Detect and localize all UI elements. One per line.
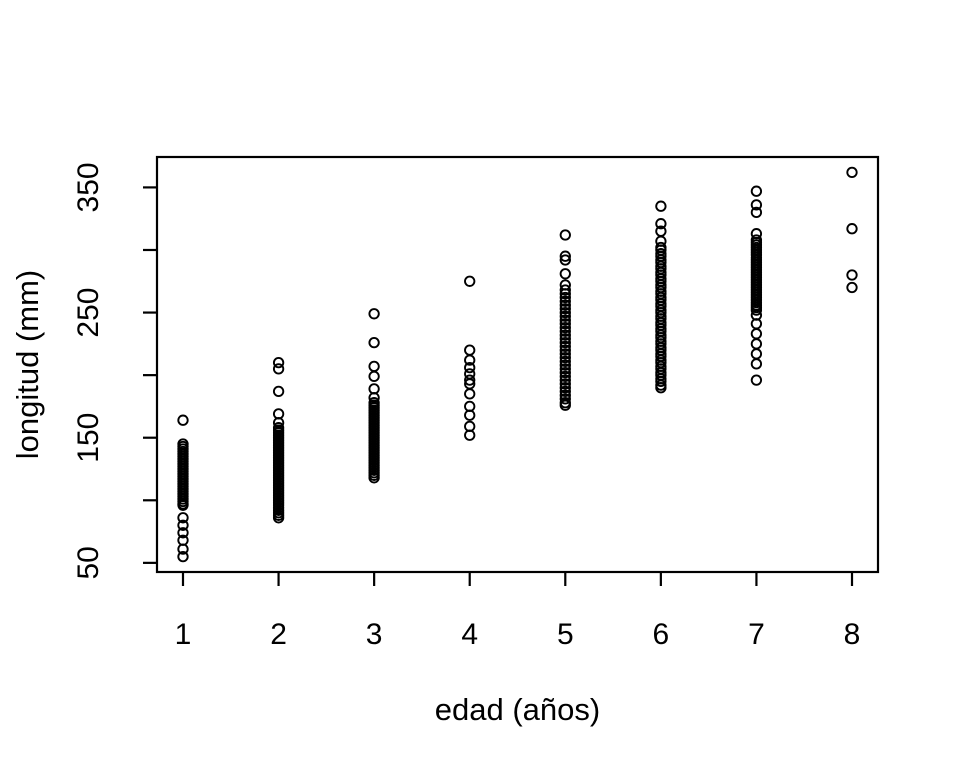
- data-point: [368, 308, 380, 320]
- data-point: [655, 382, 667, 394]
- data-point: [559, 385, 571, 398]
- x-axis-ticks: [181, 572, 854, 586]
- y-axis-tick-label: 250: [72, 288, 105, 338]
- data-point: [368, 360, 380, 373]
- data-point: [559, 344, 571, 356]
- data-point: [368, 472, 380, 484]
- data-point: [559, 351, 571, 364]
- data-point: [750, 348, 763, 360]
- data-point: [464, 409, 476, 421]
- data-point: [559, 229, 571, 241]
- data-point: [559, 378, 571, 390]
- data-point: [559, 355, 571, 368]
- data-point: [750, 374, 763, 386]
- y-axis-tick-label: 350: [72, 162, 105, 212]
- data-point: [559, 374, 571, 386]
- data-point: [272, 356, 285, 369]
- data-point: [750, 304, 763, 316]
- data-point: [177, 519, 189, 531]
- x-axis-tick-label: 8: [844, 618, 861, 651]
- data-point: [559, 318, 571, 330]
- data-point: [368, 370, 380, 383]
- data-point: [750, 199, 763, 211]
- data-point: [464, 388, 476, 400]
- x-axis-tick-label: 3: [366, 618, 383, 651]
- data-point: [559, 254, 571, 266]
- data-point: [750, 185, 763, 197]
- data-point: [464, 361, 476, 374]
- x-axis-tick-label: 4: [461, 618, 478, 651]
- data-point: [559, 399, 571, 411]
- data-point: [559, 340, 571, 353]
- data-point: [750, 358, 763, 370]
- x-axis-tick-label: 7: [748, 618, 765, 651]
- data-point: [559, 295, 571, 307]
- data-point: [559, 333, 571, 345]
- data-point: [464, 374, 476, 386]
- data-point: [559, 314, 571, 326]
- data-point: [559, 325, 571, 337]
- data-point: [655, 218, 667, 230]
- data-point: [559, 284, 571, 296]
- y-axis-tick-label: 150: [72, 413, 105, 463]
- y-axis-ticks: [143, 186, 157, 564]
- x-axis-title: edad (años): [435, 692, 600, 727]
- data-point: [559, 370, 571, 383]
- x-axis-tick-label: 1: [175, 618, 192, 651]
- data-point: [559, 382, 571, 394]
- data-point: [846, 223, 858, 235]
- data-point: [464, 429, 476, 441]
- data-point: [177, 512, 189, 524]
- data-point: [559, 359, 571, 371]
- data-point: [272, 512, 285, 524]
- data-point: [559, 366, 571, 379]
- data-point: [559, 306, 571, 319]
- data-point: [559, 299, 571, 311]
- x-axis-tick-label: 6: [653, 618, 670, 651]
- data-point: [559, 288, 571, 300]
- y-axis-tick-label: 50: [72, 546, 105, 579]
- x-axis-tick-label: 2: [270, 618, 287, 651]
- data-point: [464, 275, 476, 287]
- data-point: [177, 550, 189, 563]
- data-point: [559, 268, 571, 280]
- plot-border: [155, 155, 880, 574]
- data-point: [464, 354, 476, 366]
- data-point: [272, 363, 285, 375]
- data-point: [368, 336, 380, 349]
- data-point: [272, 385, 285, 398]
- data-point: [559, 393, 571, 405]
- data-point: [559, 363, 571, 375]
- y-axis-title: longitud (mm): [10, 270, 45, 460]
- data-point: [846, 269, 858, 281]
- x-axis-tick-label: 5: [557, 618, 574, 651]
- data-point: [559, 336, 571, 349]
- data-point: [464, 344, 476, 356]
- data-point: [177, 527, 189, 539]
- data-point: [750, 338, 763, 350]
- data-point: [750, 206, 763, 219]
- data-point: [177, 499, 189, 511]
- data-point: [655, 375, 667, 388]
- data-point: [559, 321, 571, 334]
- data-point: [559, 250, 571, 262]
- data-point: [559, 310, 571, 322]
- data-point: [559, 348, 571, 360]
- data-point: [846, 281, 858, 294]
- data-point: [750, 328, 763, 340]
- data-point: [655, 200, 667, 212]
- data-point: [559, 291, 571, 304]
- data-point: [177, 414, 189, 426]
- data-points: [177, 166, 858, 563]
- data-point: [559, 303, 571, 315]
- data-point: [559, 329, 571, 341]
- data-point: [846, 166, 858, 179]
- data-point: [177, 543, 189, 555]
